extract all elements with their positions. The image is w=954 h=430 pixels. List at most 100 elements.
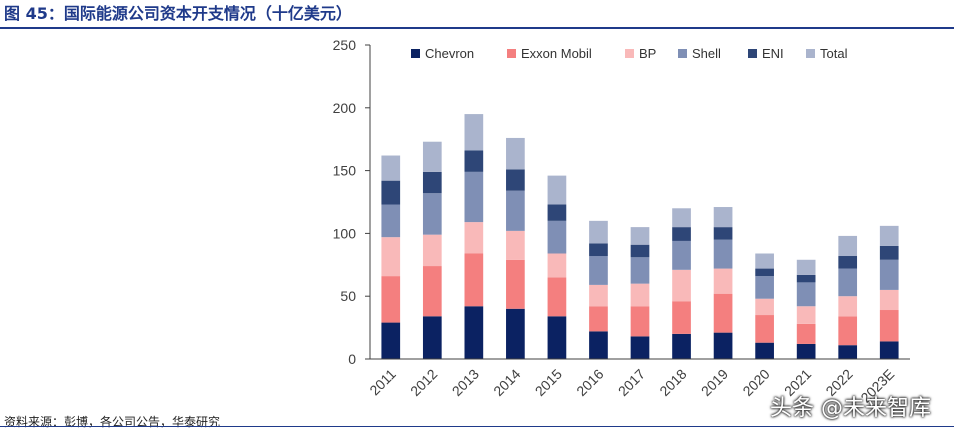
bar-segment-exxon-mobil-2017 xyxy=(630,306,650,337)
bar-segment-chevron-2017 xyxy=(630,336,650,359)
bar-segment-eni-2015 xyxy=(547,204,567,221)
bar-segment-chevron-2023e xyxy=(879,341,899,359)
bar-segment-shell-2015 xyxy=(547,220,567,254)
bottom-rule xyxy=(0,426,954,427)
bar-segment-chevron-2013 xyxy=(464,306,484,359)
bar-segment-chevron-2019 xyxy=(713,332,733,359)
legend-swatch-exxon-mobil xyxy=(507,49,516,58)
legend-label-shell: Shell xyxy=(692,46,721,61)
y-tick-label: 250 xyxy=(333,37,357,53)
bar-segment-eni-2021 xyxy=(796,274,816,283)
bar-segment-eni-2017 xyxy=(630,244,650,258)
legend-label-bp: BP xyxy=(639,46,656,61)
bar-segment-bp-2014 xyxy=(506,230,525,260)
bar-segment-bp-2023e xyxy=(879,289,899,311)
bar-segment-chevron-2018 xyxy=(672,333,691,359)
bar-segment-bp-2021 xyxy=(796,306,816,324)
bar-segment-total-2017 xyxy=(630,227,650,245)
y-tick-label: 200 xyxy=(333,100,357,116)
x-tick-label: 2019 xyxy=(698,366,731,399)
bar-segment-bp-2016 xyxy=(589,284,608,307)
x-tick-label: 2017 xyxy=(615,366,648,399)
bar-segment-exxon-mobil-2021 xyxy=(796,323,816,344)
legend: Chevron Exxon Mobil BP Shell ENI Total xyxy=(411,46,848,61)
bar-segment-total-2019 xyxy=(713,207,733,228)
bar-segment-chevron-2020 xyxy=(755,342,774,359)
legend-swatch-total xyxy=(806,49,815,58)
bar-segment-bp-2020 xyxy=(755,298,774,316)
bar-segment-eni-2016 xyxy=(589,243,608,257)
bar-segment-shell-2023e xyxy=(879,259,899,290)
bar-segment-chevron-2015 xyxy=(547,316,567,359)
bar-segment-chevron-2022 xyxy=(838,345,858,359)
bar-segment-bp-2018 xyxy=(672,269,691,302)
y-tick-label: 0 xyxy=(348,351,356,367)
bar-segment-exxon-mobil-2018 xyxy=(672,301,691,334)
x-tick-label: 2015 xyxy=(532,366,565,399)
bar-segment-eni-2020 xyxy=(755,268,774,277)
bar-segment-shell-2011 xyxy=(381,204,401,238)
y-axis: 0 50 100 150 200 250 xyxy=(333,37,370,367)
legend-label-chevron: Chevron xyxy=(425,46,474,61)
bar-segment-total-2013 xyxy=(464,114,484,151)
bar-segment-shell-2013 xyxy=(464,171,484,223)
legend-swatch-bp xyxy=(625,49,634,58)
bar-segment-exxon-mobil-2016 xyxy=(589,306,608,332)
bar-segment-shell-2017 xyxy=(630,257,650,284)
bar-segment-bp-2022 xyxy=(838,296,858,317)
bar-segment-eni-2011 xyxy=(381,180,401,205)
figure-title: 图 45：国际能源公司资本开支情况（十亿美元） xyxy=(4,4,352,23)
bar-segment-eni-2014 xyxy=(506,169,525,191)
bar-segment-total-2023e xyxy=(879,225,899,246)
bar-segment-bp-2019 xyxy=(713,268,733,294)
bar-segment-eni-2013 xyxy=(464,150,484,172)
source-note: 资料来源：彭博，各公司公告，华泰研究 xyxy=(4,415,221,429)
bar-segment-total-2020 xyxy=(755,253,774,269)
bar-segment-bp-2011 xyxy=(381,237,401,277)
bar-segment-exxon-mobil-2014 xyxy=(506,259,525,309)
bar-segment-exxon-mobil-2020 xyxy=(755,315,774,343)
bar-segment-shell-2014 xyxy=(506,190,525,231)
x-tick-label: 2018 xyxy=(656,366,689,399)
x-tick-label: 2012 xyxy=(407,366,440,399)
bar-segment-bp-2013 xyxy=(464,222,484,254)
bar-segment-chevron-2014 xyxy=(506,308,525,359)
bar-segment-eni-2023e xyxy=(879,245,899,260)
bar-segment-chevron-2016 xyxy=(589,331,608,359)
bar-segment-exxon-mobil-2012 xyxy=(422,266,442,317)
legend-swatch-eni xyxy=(748,49,757,58)
bar-segment-chevron-2021 xyxy=(796,343,816,359)
x-axis: 2011 2012 2013 2014 2015 2016 2017 2018 2019 2020… xyxy=(366,366,897,406)
bar-segment-shell-2021 xyxy=(796,282,816,307)
bar-segment-shell-2022 xyxy=(838,268,858,297)
bar-segment-exxon-mobil-2015 xyxy=(547,277,567,317)
bar-segment-chevron-2011 xyxy=(381,322,401,359)
bar-segment-shell-2016 xyxy=(589,256,608,285)
bar-segment-eni-2018 xyxy=(672,227,691,241)
y-tick-label: 50 xyxy=(340,288,356,304)
bar-segment-bp-2017 xyxy=(630,283,650,307)
bar-segment-eni-2012 xyxy=(422,171,442,194)
bar-area xyxy=(381,114,899,359)
y-tick-label: 150 xyxy=(333,163,357,179)
bar-segment-shell-2019 xyxy=(713,239,733,269)
bar-segment-exxon-mobil-2011 xyxy=(381,276,401,323)
legend-swatch-chevron xyxy=(411,49,420,58)
bar-segment-bp-2015 xyxy=(547,253,567,278)
bar-segment-total-2021 xyxy=(796,259,816,275)
legend-swatch-shell xyxy=(678,49,687,58)
x-tick-label: 2013 xyxy=(449,366,482,399)
legend-label-exxon-mobil: Exxon Mobil xyxy=(521,46,592,61)
x-tick-label: 2016 xyxy=(573,366,606,399)
legend-label-total: Total xyxy=(820,46,848,61)
watermark: 头条 @未来智库 xyxy=(770,396,931,421)
bar-segment-exxon-mobil-2022 xyxy=(838,316,858,346)
bar-segment-shell-2012 xyxy=(422,193,442,235)
bar-segment-total-2011 xyxy=(381,155,401,181)
bar-segment-total-2012 xyxy=(422,141,442,172)
title-rule xyxy=(0,27,954,29)
bar-segment-total-2018 xyxy=(672,208,691,228)
bar-segment-total-2016 xyxy=(589,220,608,244)
bar-segment-shell-2020 xyxy=(755,276,774,299)
